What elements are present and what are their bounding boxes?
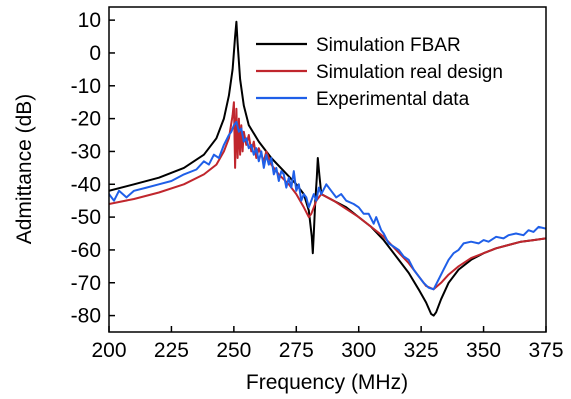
- x-tick-label-3: 275: [279, 339, 314, 362]
- y-tick-label-1: 0: [89, 42, 101, 65]
- x-tick-label-5: 325: [404, 339, 439, 362]
- y-axis-title: Admittance (dB): [13, 94, 36, 245]
- series-layer: [109, 20, 546, 317]
- x-tick-label-1: 225: [154, 339, 189, 362]
- x-tick-label-4: 300: [341, 339, 376, 362]
- legend-label-2: Experimental data: [316, 89, 470, 110]
- x-tick-label-2: 250: [216, 339, 251, 362]
- plot-frame: [108, 6, 547, 333]
- x-tick-label-0: 200: [91, 339, 126, 362]
- y-tick-label-4: -30: [71, 140, 101, 163]
- y-tick-label-0: 10: [78, 9, 101, 32]
- series-line-0: [109, 20, 546, 317]
- y-tick-label-2: -10: [71, 75, 101, 98]
- y-tick-label-8: -70: [71, 272, 101, 295]
- series-line-2: [109, 120, 546, 291]
- legend: Simulation FBAR Simulation real design Exp…: [256, 35, 503, 110]
- ticks-layer: 200 225 250 275 300 325 350 375 10 0 -10 -20 -30 -40 -…: [71, 9, 564, 362]
- series-line-1: [109, 101, 546, 291]
- y-tick-label-6: -50: [71, 206, 101, 229]
- x-axis-title: Frequency (MHz): [246, 371, 408, 394]
- y-tick-label-5: -40: [71, 173, 101, 196]
- x-tick-label-6: 350: [466, 339, 501, 362]
- y-tick-label-9: -80: [71, 305, 101, 328]
- legend-label-1: Simulation real design: [316, 62, 503, 83]
- x-tick-label-7: 375: [528, 339, 563, 362]
- y-tick-label-7: -60: [71, 239, 101, 262]
- legend-label-0: Simulation FBAR: [316, 35, 461, 56]
- y-tick-label-3: -20: [71, 108, 101, 131]
